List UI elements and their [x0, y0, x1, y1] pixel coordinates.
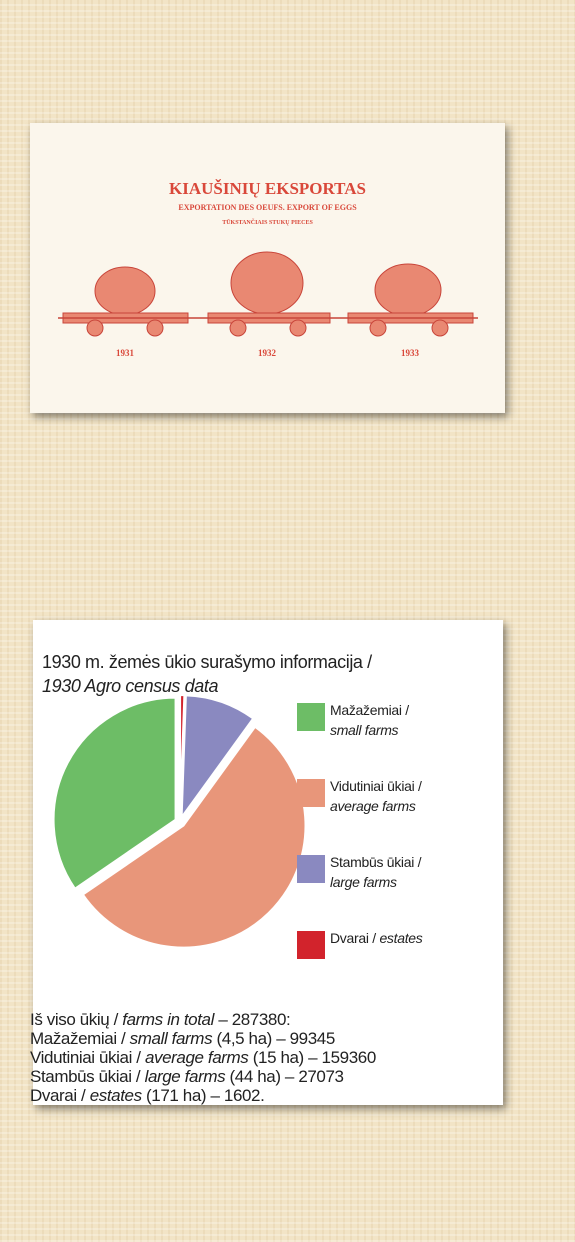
legend-label-en: small farms [330, 722, 398, 738]
category: Mažažemiai / [30, 1029, 125, 1048]
page: KIAUŠINIŲ EKSPORTAS EXPORTATION DES OEUF… [0, 0, 575, 1242]
legend-swatch [297, 855, 325, 883]
legend-entry: Mažažemiai / small farms [330, 700, 450, 740]
category: Stambūs ūkiai / [30, 1067, 140, 1086]
category: Vidutiniai ūkiai / [30, 1048, 141, 1067]
count: 1602 [224, 1086, 260, 1105]
category-en: average farms [145, 1048, 248, 1067]
legend-label-en: average farms [330, 798, 416, 814]
colon: : [286, 1010, 290, 1029]
dash: – [218, 1010, 227, 1029]
summary-line: Stambūs ūkiai / large farms (44 ha) – 27… [30, 1067, 376, 1086]
end: . [260, 1086, 264, 1105]
total-label-en: farms in total [122, 1010, 214, 1029]
legend-label: Mažažemiai / [330, 702, 409, 718]
legend-swatch [297, 703, 325, 731]
category-en: large farms [145, 1067, 226, 1086]
total-value: 287380 [232, 1010, 286, 1029]
legend-swatch [297, 931, 325, 959]
legend-entry: Vidutiniai ūkiai / average farms [330, 776, 450, 816]
legend-label: Stambūs ūkiai / [330, 854, 421, 870]
summary-line: Iš viso ūkių / farms in total – 287380: [30, 1010, 376, 1029]
dash: – [276, 1029, 285, 1048]
farm-size: (15 ha) [253, 1048, 304, 1067]
farm-size: (4,5 ha) [217, 1029, 272, 1048]
category: Dvarai / [30, 1086, 85, 1105]
dash: – [285, 1067, 294, 1086]
farm-size: (171 ha) [146, 1086, 206, 1105]
total-label: Iš viso ūkių / [30, 1010, 118, 1029]
legend-label: Dvarai / [330, 930, 376, 946]
summary-line: Mažažemiai / small farms (4,5 ha) – 9934… [30, 1029, 376, 1048]
legend-entry: Dvarai / estates [330, 928, 450, 948]
legend-entry: Stambūs ūkiai / large farms [330, 852, 450, 892]
legend-label-en: estates [379, 930, 422, 946]
legend-label: Vidutiniai ūkiai / [330, 778, 422, 794]
farm-size: (44 ha) [230, 1067, 281, 1086]
dash: – [308, 1048, 317, 1067]
category-en: small farms [130, 1029, 213, 1048]
summary-line: Dvarai / estates (171 ha) – 1602. [30, 1086, 376, 1105]
category-en: estates [90, 1086, 142, 1105]
count: 99345 [290, 1029, 335, 1048]
count: 27073 [298, 1067, 343, 1086]
dash: – [211, 1086, 220, 1105]
summary: Iš viso ūkių / farms in total – 287380:M… [30, 1010, 376, 1105]
legend-swatch [297, 779, 325, 807]
legend-label-en: large farms [330, 874, 397, 890]
summary-line: Vidutiniai ūkiai / average farms (15 ha)… [30, 1048, 376, 1067]
count: 159360 [322, 1048, 376, 1067]
